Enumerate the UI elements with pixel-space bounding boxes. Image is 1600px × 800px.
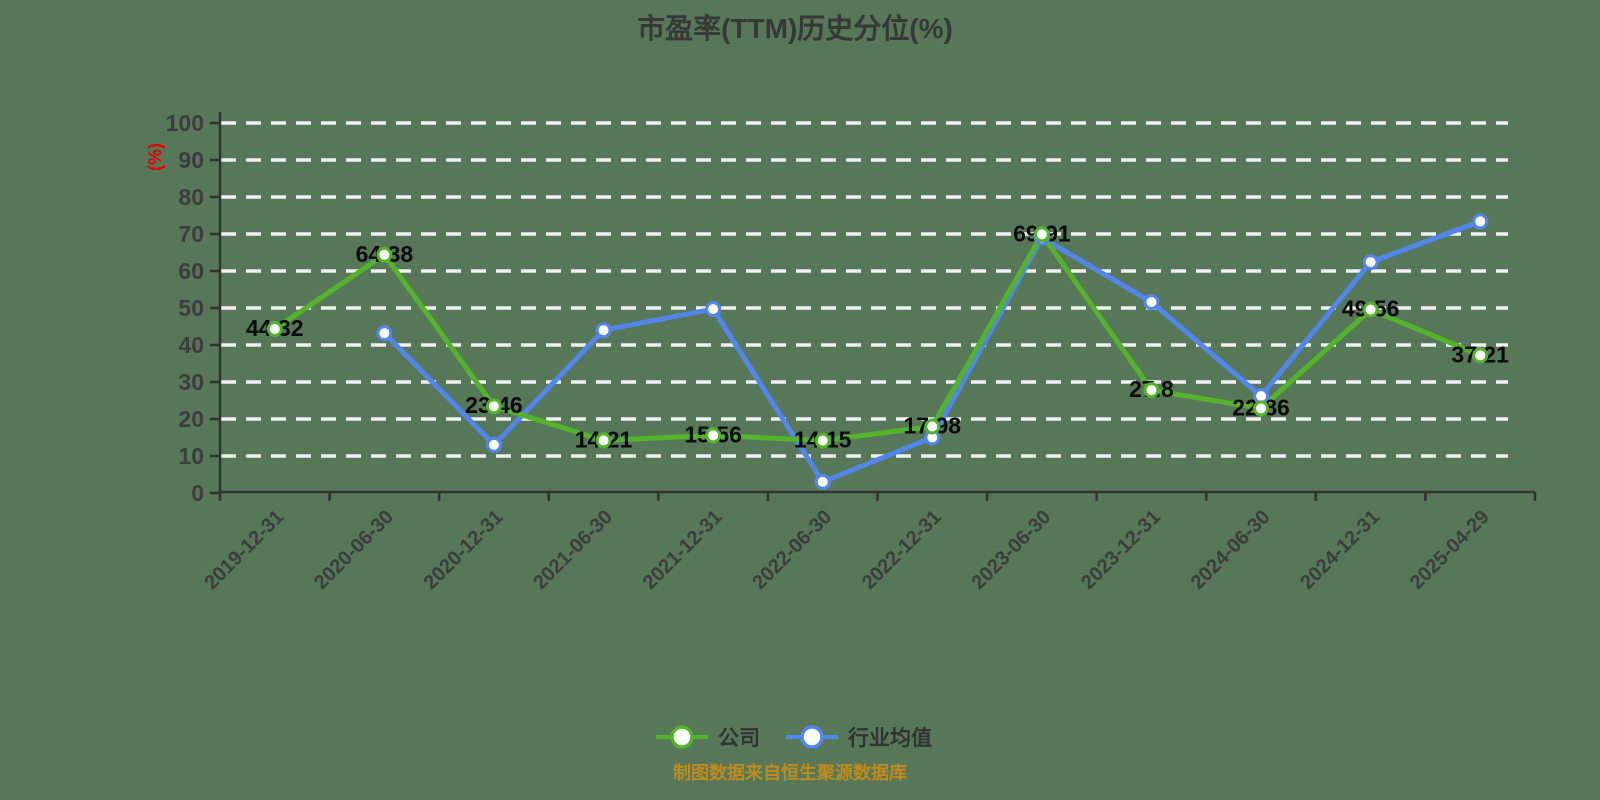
y-axis-label: 20	[178, 406, 204, 432]
data-point-industry-average	[1362, 254, 1379, 271]
y-axis-label: 50	[178, 295, 204, 321]
data-point-company	[1033, 226, 1050, 243]
data-point-company	[485, 398, 502, 415]
x-axis-label: 2019-12-31	[200, 506, 288, 594]
x-axis-label: 2021-12-31	[639, 506, 727, 594]
data-point-company	[1143, 382, 1160, 399]
data-point-industry-average	[595, 322, 612, 339]
legend-item-industry-average[interactable]: 行业均值	[786, 725, 932, 750]
x-axis-label: 2021-06-30	[529, 506, 617, 594]
svg-text:2024-12-31: 2024-12-31	[1296, 506, 1384, 594]
svg-text:2023-12-31: 2023-12-31	[1077, 506, 1165, 594]
y-axis-label: 80	[178, 184, 204, 210]
svg-text:2023-06-30: 2023-06-30	[968, 506, 1056, 594]
x-axis-label: 2020-12-31	[420, 506, 508, 594]
data-point-company	[705, 427, 722, 444]
x-axis-label: 2025-04-29	[1406, 506, 1494, 594]
x-axis-label: 2023-12-31	[1077, 506, 1165, 594]
y-axis-label: 40	[178, 332, 204, 358]
x-axis-label: 2024-06-30	[1187, 506, 1275, 594]
svg-text:2022-06-30: 2022-06-30	[748, 506, 836, 594]
data-point-company	[266, 321, 283, 338]
x-axis-label: 2022-06-30	[748, 506, 836, 594]
data-point-company	[1472, 347, 1489, 364]
legend-circle-marker	[670, 725, 694, 749]
data-point-company	[376, 246, 393, 263]
data-point-industry-average	[814, 473, 831, 490]
data-source-note: 制图数据来自恒生聚源数据库	[673, 762, 907, 783]
data-point-company	[1362, 301, 1379, 318]
legend-label: 行业均值	[847, 726, 932, 750]
svg-text:2021-06-30: 2021-06-30	[529, 506, 617, 594]
x-axis-label: 2022-12-31	[858, 506, 946, 594]
data-point-company	[595, 432, 612, 449]
data-point-industry-average	[1472, 213, 1489, 230]
y-axis-label: 0	[191, 480, 204, 506]
chart-legend: 公司 行业均值	[656, 725, 932, 750]
data-point-company	[814, 432, 831, 449]
svg-text:(%): (%)	[145, 143, 165, 171]
data-point-company	[924, 418, 941, 435]
chart-title: 市盈率(TTM)历史分位(%)	[637, 12, 953, 44]
data-point-industry-average	[1143, 294, 1160, 311]
svg-text:2022-12-31: 2022-12-31	[858, 506, 946, 594]
data-point-company	[1253, 400, 1270, 417]
svg-text:2020-06-30: 2020-06-30	[310, 506, 398, 594]
x-axis-label: 2020-06-30	[310, 506, 398, 594]
svg-text:2019-12-31: 2019-12-31	[200, 506, 288, 594]
data-point-industry-average	[376, 325, 393, 342]
y-axis-label: 90	[178, 147, 204, 173]
x-axis-label: 2023-06-30	[968, 506, 1056, 594]
data-point-industry-average	[705, 301, 722, 318]
x-axis-label: 2024-12-31	[1296, 506, 1384, 594]
svg-text:2024-06-30: 2024-06-30	[1187, 506, 1275, 594]
y-axis-label: 10	[178, 443, 204, 469]
svg-text:2025-04-29: 2025-04-29	[1406, 506, 1494, 594]
data-point-industry-average	[485, 436, 502, 453]
legend-item-company[interactable]: 公司	[656, 725, 760, 750]
legend-circle-marker	[800, 725, 824, 749]
svg-text:2021-12-31: 2021-12-31	[639, 506, 727, 594]
y-axis-unit-label: (%)	[145, 143, 165, 171]
y-axis-label: 70	[178, 221, 204, 247]
y-axis-label: 60	[178, 258, 204, 284]
y-axis-label: 100	[166, 110, 204, 136]
y-axis-label: 30	[178, 369, 204, 395]
legend-label: 公司	[718, 727, 760, 750]
svg-text:2020-12-31: 2020-12-31	[420, 506, 508, 594]
series-line-company	[272, 231, 1483, 444]
